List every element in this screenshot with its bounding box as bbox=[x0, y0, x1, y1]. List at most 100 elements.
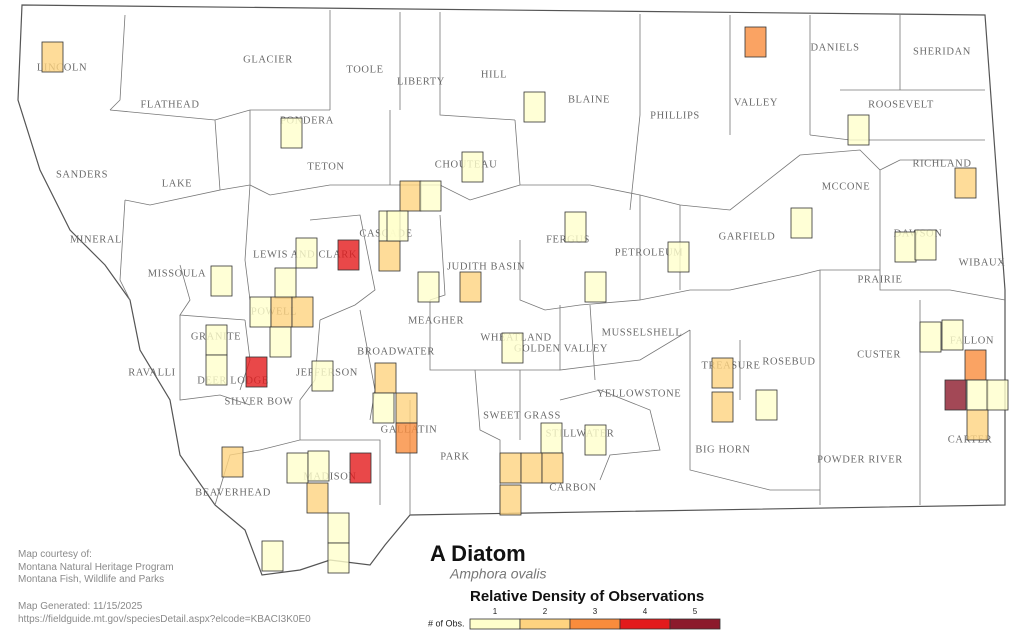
observation-cell bbox=[711, 357, 734, 389]
observation-cell bbox=[270, 296, 293, 328]
observation-cell bbox=[349, 452, 372, 484]
county-label: ROSEBUD bbox=[762, 356, 815, 367]
county-label: GLACIER bbox=[243, 54, 293, 65]
observation-cell bbox=[790, 207, 813, 239]
legend-axis-label: # of Obs. bbox=[428, 618, 465, 628]
county-label: BIG HORN bbox=[695, 444, 750, 455]
legend-tick-label: 5 bbox=[693, 607, 698, 616]
legend-tick-label: 3 bbox=[593, 607, 598, 616]
observation-cell bbox=[295, 237, 318, 269]
observation-cell bbox=[986, 379, 1009, 411]
legend-tick-label: 4 bbox=[643, 607, 648, 616]
observation-cell bbox=[847, 114, 870, 146]
county-label: BEAVERHEAD bbox=[195, 487, 271, 498]
county-label: SILVER BOW bbox=[225, 396, 294, 407]
observation-cell bbox=[327, 542, 350, 574]
observation-cell bbox=[395, 392, 418, 424]
county-label: PRAIRIE bbox=[857, 274, 902, 285]
observation-cell bbox=[205, 354, 228, 386]
county-label: LAKE bbox=[162, 178, 192, 189]
county-label: DANIELS bbox=[810, 42, 859, 53]
observation-cell bbox=[584, 271, 607, 303]
state-outline bbox=[17, 4, 1006, 576]
county-label: CARBON bbox=[549, 482, 596, 493]
county-label: POWDER RIVER bbox=[817, 454, 903, 465]
observation-cell bbox=[306, 482, 329, 514]
county-label: YELLOWSTONE bbox=[597, 388, 682, 399]
observation-cell bbox=[944, 379, 967, 411]
observation-cell bbox=[954, 167, 977, 199]
county-label: RAVALLI bbox=[128, 367, 176, 378]
county-label: PHILLIPS bbox=[650, 110, 700, 121]
observation-cell bbox=[499, 452, 522, 484]
observation-cell bbox=[337, 239, 360, 271]
observation-cell bbox=[286, 452, 309, 484]
county-label: FALLON bbox=[950, 335, 994, 346]
legend-tick-label: 1 bbox=[493, 607, 498, 616]
observation-cell bbox=[386, 210, 409, 242]
observation-cell bbox=[205, 324, 228, 356]
legend-title: Relative Density of Observations bbox=[470, 588, 704, 605]
observation-cell bbox=[245, 356, 268, 388]
county-label: PETROLEUM bbox=[615, 247, 683, 258]
observation-cell bbox=[311, 360, 334, 392]
observation-cell bbox=[584, 424, 607, 456]
county-label: SWEET GRASS bbox=[483, 410, 561, 421]
county-label: GARFIELD bbox=[719, 231, 776, 242]
county-label: MUSSELSHELL bbox=[602, 327, 683, 338]
scientific-name: Amphora ovalis bbox=[449, 566, 547, 582]
observation-cell bbox=[261, 540, 284, 572]
credit: Montana Natural Heritage Program bbox=[18, 562, 174, 573]
county-label: MCCONE bbox=[822, 181, 871, 192]
observation-cell bbox=[941, 319, 964, 351]
legend-swatch bbox=[469, 618, 521, 630]
observation-cell bbox=[919, 321, 942, 353]
county-label: PONDERA bbox=[280, 115, 334, 126]
county-label: MINERAL bbox=[70, 234, 122, 245]
legend-tick-label: 2 bbox=[543, 607, 548, 616]
credit: Map Generated: 11/15/2025 bbox=[18, 601, 143, 612]
observation-cell bbox=[399, 180, 422, 212]
observation-cell bbox=[417, 271, 440, 303]
county-label: BLAINE bbox=[568, 94, 610, 105]
observation-cell bbox=[564, 211, 587, 243]
county-label: CUSTER bbox=[857, 349, 901, 360]
observation-cell bbox=[461, 151, 484, 183]
observation-cell bbox=[327, 512, 350, 544]
county-label: GOLDEN VALLEY bbox=[514, 343, 608, 354]
legend-swatch bbox=[619, 618, 671, 630]
observation-cell bbox=[667, 241, 690, 273]
county-label: HILL bbox=[481, 69, 507, 80]
county-label: SHERIDAN bbox=[913, 46, 971, 57]
observation-cell bbox=[249, 296, 272, 328]
county-label: VALLEY bbox=[734, 97, 778, 108]
credit: Map courtesy of: bbox=[18, 549, 92, 560]
county-label: MEAGHER bbox=[408, 315, 464, 326]
county-label: DEER LODGE bbox=[197, 375, 269, 386]
county-label: PARK bbox=[440, 451, 469, 462]
legend-swatch bbox=[519, 618, 571, 630]
county-label: ROOSEVELT bbox=[868, 99, 934, 110]
county-label: WIBAUX bbox=[959, 257, 1006, 268]
observation-cell bbox=[280, 117, 303, 149]
county-label: TETON bbox=[307, 161, 344, 172]
observation-cell bbox=[894, 231, 917, 263]
observation-cell bbox=[459, 271, 482, 303]
observation-cell bbox=[372, 392, 395, 424]
observation-cell bbox=[540, 422, 563, 454]
observation-cell bbox=[291, 296, 314, 328]
observation-cell bbox=[541, 452, 564, 484]
credit: Montana Fish, Wildlife and Parks bbox=[18, 574, 164, 585]
legend-swatch bbox=[569, 618, 621, 630]
observation-cell bbox=[41, 41, 64, 73]
observation-cell bbox=[966, 379, 989, 411]
county-label: SANDERS bbox=[56, 169, 108, 180]
county-label: BROADWATER bbox=[357, 346, 435, 357]
county-label: STILLWATER bbox=[546, 428, 615, 439]
county-label: MADISON bbox=[303, 471, 356, 482]
observation-cell bbox=[501, 332, 524, 364]
county-label: FLATHEAD bbox=[140, 99, 199, 110]
observation-cell bbox=[395, 422, 418, 454]
observation-cell bbox=[523, 91, 546, 123]
